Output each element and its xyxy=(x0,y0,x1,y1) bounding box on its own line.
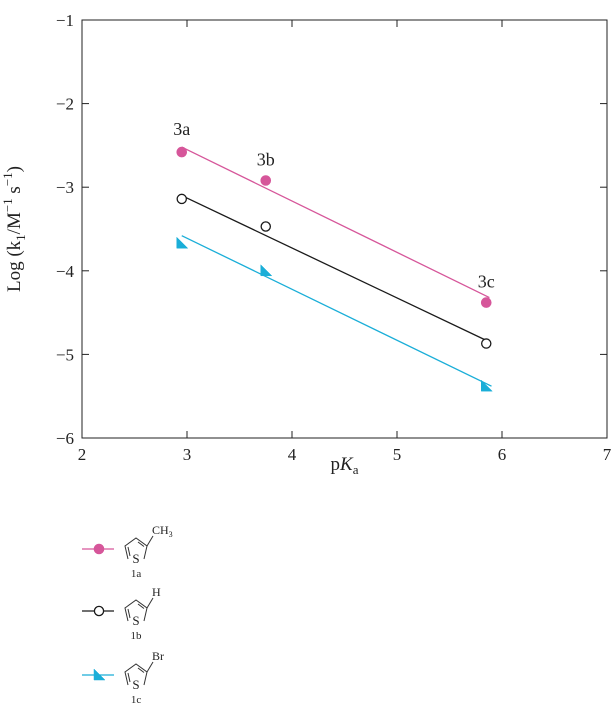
data-points xyxy=(176,146,493,392)
legend-item-1a: S CH3 1a xyxy=(82,523,173,580)
compound-label: 1b xyxy=(131,630,143,642)
point-1b-2 xyxy=(480,338,492,349)
point-1c-0 xyxy=(176,236,189,249)
fit-line-1a xyxy=(181,146,490,299)
point-label-3c: 3c xyxy=(478,272,495,292)
point-1a-2 xyxy=(480,297,492,308)
legend-item-1b: SH 1b xyxy=(82,585,161,642)
point-1c-1 xyxy=(260,264,273,277)
point-1c-2 xyxy=(481,379,493,392)
substituent-text: CH xyxy=(152,523,169,537)
fit-line-1b xyxy=(181,194,490,343)
y-tick-label: −4 xyxy=(56,262,75,281)
substituent-bond xyxy=(146,661,154,673)
ring-double-bond xyxy=(127,672,131,683)
substituent-text: Br xyxy=(152,649,164,663)
ring-double-bond xyxy=(127,608,131,619)
ring-double-bond xyxy=(137,667,145,673)
point-1a-1 xyxy=(260,175,272,186)
y-axis-label-sup: −1 xyxy=(0,172,15,186)
thiophene-ring-icon: S Br 1c xyxy=(124,649,164,705)
substituent-bond xyxy=(146,535,154,547)
y-axis-label: Log (k1/M−1 s−1) xyxy=(0,166,28,292)
y-axis-label-sub: 1 xyxy=(13,234,28,241)
ring-heteroatom: S xyxy=(132,551,139,566)
y-tick-label: −3 xyxy=(56,178,74,197)
legend-item-1c: S Br 1c xyxy=(82,649,164,705)
x-axis-label-sub: a xyxy=(353,462,359,477)
point-1b-0 xyxy=(176,193,187,205)
y-axis-label-part: /M xyxy=(4,212,25,234)
substituent-text: H xyxy=(152,585,161,599)
ring-heteroatom: S xyxy=(132,677,139,692)
x-axis-label-p: p xyxy=(331,454,341,475)
x-tick-label: 6 xyxy=(498,445,507,464)
y-axis-label-sup: −1 xyxy=(0,198,15,212)
y-axis-label-part: s xyxy=(4,186,25,198)
legend-marker xyxy=(93,605,105,617)
legend-marker xyxy=(93,668,106,681)
x-tick-label: 5 xyxy=(393,445,402,464)
substituent-bond xyxy=(146,597,154,609)
substituent-label: Br xyxy=(152,649,164,663)
substituent-label: CH3 xyxy=(152,523,173,539)
point-1b-1 xyxy=(260,221,271,232)
ring-double-bond xyxy=(137,603,145,609)
ring-double-bond xyxy=(127,546,131,557)
ring-double-bond xyxy=(137,541,145,547)
y-axis-label-part: ) xyxy=(4,166,25,172)
x-tick-label: 4 xyxy=(288,445,297,464)
point-labels: 3a 3b 3c xyxy=(173,119,495,291)
x-axis-label-k: K xyxy=(339,454,354,475)
x-tick-label: 3 xyxy=(183,445,192,464)
fit-lines xyxy=(181,146,492,387)
compound-label: 1c xyxy=(131,694,142,705)
x-tick-label: 2 xyxy=(78,445,87,464)
point-label-3b: 3b xyxy=(257,150,275,170)
ring-bonds xyxy=(124,537,148,560)
thiophene-ring-icon: S CH3 1a xyxy=(124,523,173,580)
legend-marker xyxy=(93,543,105,555)
x-axis-label: pKa xyxy=(331,454,359,477)
ring-bonds xyxy=(124,663,148,686)
x-tick-label: 7 xyxy=(603,445,612,464)
substituent-sub: 3 xyxy=(169,530,173,539)
point-1a-0 xyxy=(176,146,188,158)
y-tick-label: −1 xyxy=(56,11,74,30)
ring-heteroatom: S xyxy=(132,613,139,628)
substituent-label: H xyxy=(152,585,161,599)
fit-line-1c xyxy=(181,235,492,387)
y-axis-label-part: Log (k xyxy=(4,240,25,292)
thiophene-ring-icon: SH 1b xyxy=(124,585,161,642)
y-tick-label: −5 xyxy=(56,345,74,364)
point-label-3a: 3a xyxy=(173,119,190,139)
plot-frame xyxy=(81,19,608,439)
compound-label: 1a xyxy=(131,568,142,580)
ring-bonds xyxy=(124,599,148,622)
y-tick-label: −2 xyxy=(56,95,74,114)
y-tick-label: −6 xyxy=(56,429,74,448)
